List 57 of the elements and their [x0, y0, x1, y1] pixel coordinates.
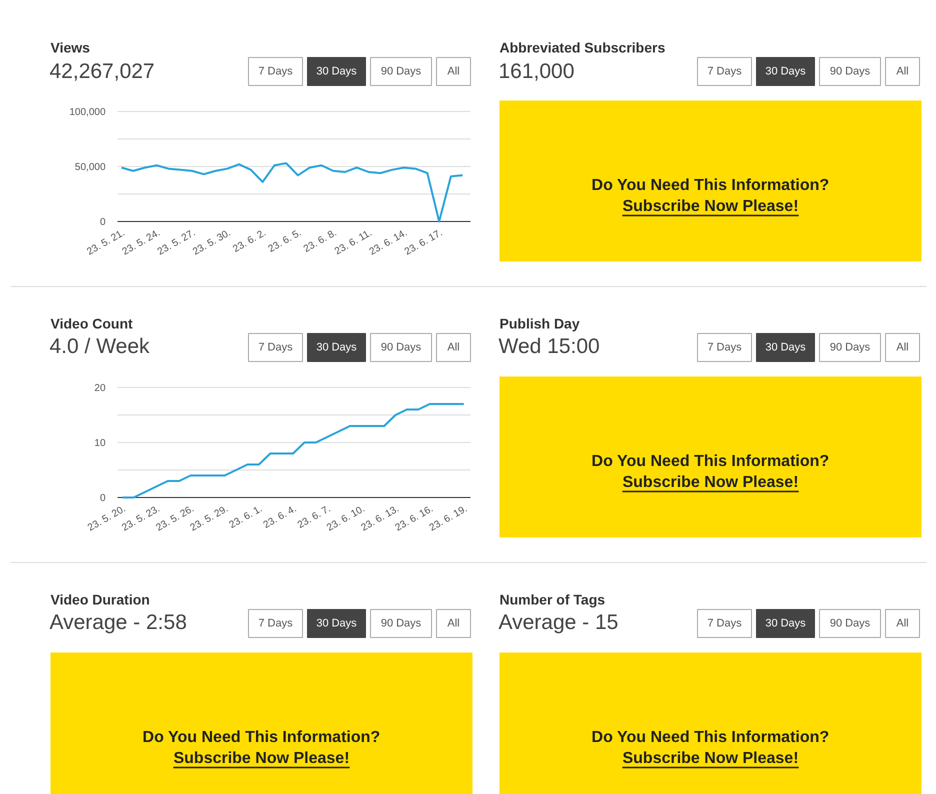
text: Average - 2:58 — [50, 611, 187, 634]
text: 30 Days — [765, 342, 806, 354]
text: 90 Days — [380, 618, 422, 630]
text: 90 Days — [830, 618, 871, 630]
y-tick-label: 50,000 — [74, 162, 106, 173]
chart-title: Views — [50, 40, 90, 56]
text: 90 Days — [380, 66, 422, 78]
text: 7 Days — [258, 342, 294, 354]
y-tick-label: 20 — [94, 383, 106, 394]
text: All — [447, 342, 460, 354]
text: 7 Days — [707, 618, 742, 630]
text: Do You Need This Information? — [592, 177, 830, 194]
text: Subscribe Now Please! — [173, 750, 350, 767]
y-tick-label: 0 — [100, 493, 106, 504]
text: 30 Days — [765, 66, 806, 78]
text: 90 Days — [380, 342, 422, 354]
text: Subscribe Now Please! — [622, 198, 799, 215]
text: 30 Days — [765, 618, 806, 630]
text: Wed 15:00 — [498, 335, 600, 358]
text: 30 Days — [316, 618, 358, 630]
chart-subtitle: 4.0 / Week — [50, 335, 150, 358]
text: Subscribe Now Please! — [622, 474, 799, 491]
text: Do You Need This Information? — [592, 729, 830, 746]
text: 90 Days — [830, 66, 871, 78]
text: All — [896, 618, 909, 630]
text: Subscribe Now Please! — [622, 750, 799, 767]
line-series — [121, 403, 465, 498]
text: 7 Days — [258, 66, 294, 78]
text: 30 Days — [316, 342, 358, 354]
line-series — [120, 162, 464, 222]
text: Do You Need This Information? — [592, 453, 830, 470]
text: Abbreviated Subscribers — [500, 40, 666, 56]
x-tick-label: 23. 6. 4. — [262, 504, 299, 531]
y-tick-label: 100,000 — [69, 107, 106, 118]
x-tick-label: 23. 5. 30. — [191, 228, 233, 258]
text: All — [447, 618, 460, 630]
text: Video Duration — [50, 592, 150, 608]
text: 161,000 — [498, 60, 574, 83]
chart-title: Video Count — [50, 316, 134, 332]
text: 90 Days — [830, 342, 871, 354]
text: 30 Days — [316, 66, 358, 78]
y-tick-label: 10 — [94, 438, 106, 449]
text: 7 Days — [258, 618, 294, 630]
text: Do You Need This Information? — [142, 729, 380, 746]
text: All — [896, 66, 909, 78]
text: 7 Days — [707, 342, 742, 354]
text: All — [896, 342, 909, 354]
text: 7 Days — [707, 66, 742, 78]
text: Average - 15 — [498, 611, 618, 634]
x-tick-label: 23. 6. 2. — [231, 228, 268, 255]
text: Number of Tags — [500, 592, 606, 608]
text: All — [447, 66, 460, 78]
y-tick-label: 0 — [100, 217, 106, 228]
x-tick-label: 23. 6. 1. — [228, 504, 264, 531]
x-tick-label: 23. 6. 5. — [266, 228, 304, 255]
chart-subtitle: 42,267,027 — [50, 60, 155, 83]
text: Publish Day — [500, 316, 580, 332]
